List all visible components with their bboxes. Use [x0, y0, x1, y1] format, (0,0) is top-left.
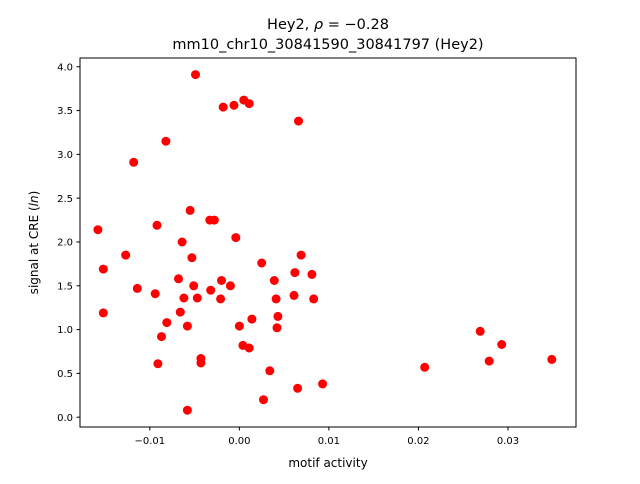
data-point	[93, 225, 103, 235]
data-point	[218, 102, 228, 112]
data-point	[293, 383, 303, 393]
data-point	[132, 283, 142, 293]
data-point	[150, 289, 160, 299]
y-tick-label: 3.0	[57, 150, 73, 161]
data-point	[309, 294, 319, 304]
x-tick-label: 0.02	[407, 436, 429, 447]
chart-title-line1: Hey2, ρ = −0.28	[267, 17, 389, 33]
data-point	[484, 356, 494, 366]
data-point	[318, 379, 328, 389]
data-point	[191, 70, 200, 80]
data-point	[257, 258, 267, 268]
data-point	[206, 285, 216, 295]
y-tick-label: 3.5	[57, 106, 73, 117]
data-point	[179, 293, 189, 303]
data-point	[153, 359, 163, 369]
data-point	[161, 136, 171, 146]
ylabel-suffix: )	[27, 191, 41, 196]
data-point	[129, 157, 139, 167]
plot-frame	[79, 57, 577, 428]
data-point	[121, 250, 131, 260]
data-point	[265, 366, 275, 376]
ylabel-italic: ln	[27, 195, 41, 206]
title-prefix: Hey2,	[267, 17, 314, 33]
y-tick-label: 2.5	[57, 194, 73, 205]
data-point	[272, 323, 282, 333]
data-point	[273, 311, 283, 321]
y-tick-label: 4.0	[57, 62, 73, 73]
data-point	[307, 269, 317, 279]
data-point	[209, 215, 219, 225]
data-point	[229, 100, 239, 110]
data-point	[294, 116, 303, 126]
data-point	[189, 281, 199, 291]
y-tick-label: 0.5	[57, 369, 73, 380]
data-point	[216, 294, 226, 304]
data-point	[269, 276, 279, 285]
data-point	[420, 362, 430, 372]
y-tick-label: 0.0	[57, 413, 73, 424]
data-point	[234, 321, 244, 331]
data-point	[244, 99, 254, 109]
points-layer	[93, 70, 557, 415]
y-tick-label: 1.0	[57, 325, 73, 336]
y-tick-label: 2.0	[57, 238, 73, 249]
title-rho: ρ	[314, 17, 324, 33]
data-point	[547, 354, 557, 364]
data-point	[475, 326, 485, 336]
data-point	[290, 268, 300, 278]
data-point	[259, 395, 268, 405]
data-point	[162, 318, 172, 328]
data-point	[289, 290, 299, 300]
x-tick-label: 0.01	[318, 436, 340, 447]
data-point	[247, 314, 257, 324]
y-tick-label: 1.5	[57, 281, 73, 292]
data-point	[174, 274, 183, 284]
y-ticks: 0.0 0.5 1.0 1.5 2.0 2.5 3.0 3.5 4.0	[57, 62, 80, 424]
x-tick-label: −0.01	[135, 436, 166, 447]
data-point	[182, 405, 192, 415]
data-point	[296, 250, 306, 260]
chart-title-line2: mm10_chr10_30841590_30841797 (Hey2)	[172, 37, 483, 53]
data-point	[244, 343, 254, 353]
data-point	[175, 307, 185, 317]
data-point	[231, 233, 241, 243]
data-point	[157, 332, 166, 342]
data-point	[271, 294, 281, 304]
ylabel-prefix: signal at CRE (	[27, 206, 41, 294]
data-point	[497, 340, 507, 349]
y-axis-label: signal at CRE (ln)	[27, 191, 41, 295]
data-point	[98, 308, 108, 318]
x-ticks: −0.01 0.00 0.01 0.02 0.03	[135, 427, 519, 447]
data-point	[225, 281, 235, 291]
data-point	[182, 321, 192, 331]
data-point	[187, 253, 197, 263]
data-point	[196, 358, 206, 368]
data-point	[152, 220, 162, 230]
x-tick-label: 0.00	[228, 436, 250, 447]
data-point	[185, 205, 195, 215]
data-point	[192, 293, 202, 303]
data-point	[217, 276, 226, 285]
x-tick-label: 0.03	[497, 436, 519, 447]
data-point	[98, 264, 108, 274]
data-point	[177, 237, 187, 247]
x-axis-label: motif activity	[288, 456, 367, 470]
title-suffix: = −0.28	[323, 17, 389, 33]
